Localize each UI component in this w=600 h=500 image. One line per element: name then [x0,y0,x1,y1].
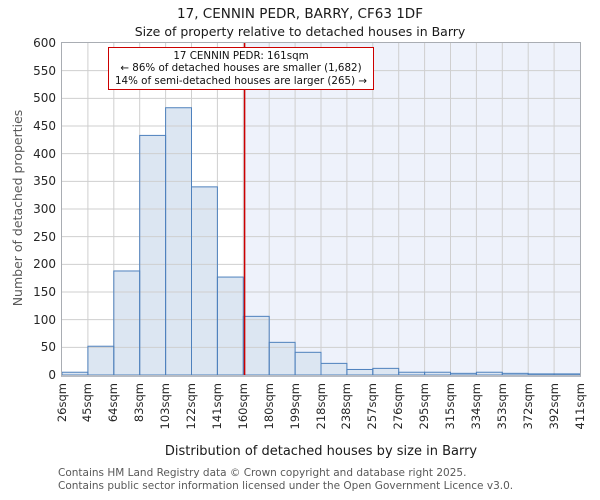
y-tick-label: 250 [33,229,56,244]
x-axis-title: Distribution of detached houses by size … [164,444,478,459]
x-tick-label: 141sqm [209,383,224,430]
annotation-property-size: 17 CENNIN PEDR: 161sqm [173,50,309,62]
x-tick-label: 238sqm [339,383,354,430]
y-tick-label: 300 [33,202,56,216]
histogram-svg [62,43,580,375]
y-tick-label: 200 [33,257,56,272]
histogram-bar-fill [243,316,270,375]
histogram-bar-fill [450,373,477,375]
histogram-bar-fill [554,373,580,375]
x-tick-label: 392sqm [546,383,561,430]
y-tick-label: 100 [33,312,56,327]
x-tick-label: 45sqm [80,383,95,423]
x-tick-label: 295sqm [417,383,432,430]
histogram-bar-fill [398,372,425,375]
y-tick-label: 500 [33,91,56,106]
x-tick-label: 372sqm [520,383,535,430]
plot-area [61,42,581,377]
annotation-smaller-stat: ← 86% of detached houses are smaller (1,… [120,62,362,75]
histogram-bar-fill [502,373,529,375]
histogram-bar-fill [372,368,399,375]
histogram-bar-fill [165,107,192,375]
chart-title: 17, CENNIN PEDR, BARRY, CF63 1DF [177,6,423,22]
x-tick-label: 218sqm [313,383,328,430]
y-tick-label: 150 [33,285,56,299]
x-tick-label: 411sqm [572,383,587,430]
histogram-bar-fill [528,373,555,375]
histogram-bar-fill [139,135,166,375]
property-annotation-box: 17 CENNIN PEDR: 161sqm ← 86% of detached… [108,47,374,91]
x-tick-label: 103sqm [158,383,173,430]
x-tick-label: 257sqm [365,383,380,430]
annotation-larger-stat: 14% of semi-detached houses are larger (… [114,74,368,87]
histogram-bar-fill [476,372,503,375]
x-tick-label: 315sqm [443,383,457,430]
histogram-bar-fill [321,363,347,375]
histogram-bar-fill [113,270,140,375]
histogram-bar-fill [217,277,244,375]
y-tick-label: 350 [33,174,56,189]
x-tick-label: 83sqm [132,383,147,423]
histogram-bar-fill [295,352,321,375]
y-tick-label: 50 [40,340,56,355]
histogram-bar-fill [62,372,88,375]
chart-subtitle: Size of property relative to detached ho… [134,24,466,39]
y-tick-label: 0 [48,368,56,382]
y-tick-label: 600 [33,36,56,50]
x-tick-label: 180sqm [261,383,276,430]
x-tick-label: 64sqm [106,383,121,423]
x-tick-label: 353sqm [494,383,509,430]
x-tick-label: 26sqm [54,383,69,423]
footer-attribution-line2: Contains public sector information licen… [58,480,514,492]
x-tick-label: 122sqm [184,383,198,430]
histogram-bar-fill [191,186,218,375]
histogram-bar-fill [87,346,114,375]
x-tick-label: 199sqm [287,383,302,430]
y-tick-label: 550 [33,63,56,78]
y-tick-label: 450 [33,119,56,133]
histogram-bar-fill [424,372,451,375]
histogram-bar-fill [346,369,373,375]
footer-attribution-line1: Contains HM Land Registry data © Crown c… [58,467,467,479]
x-tick-label: 334sqm [468,383,483,430]
y-tick-label: 400 [33,146,56,161]
x-tick-label: 160sqm [235,383,250,430]
histogram-bar-outline [553,373,580,375]
x-tick-label: 276sqm [391,383,406,430]
